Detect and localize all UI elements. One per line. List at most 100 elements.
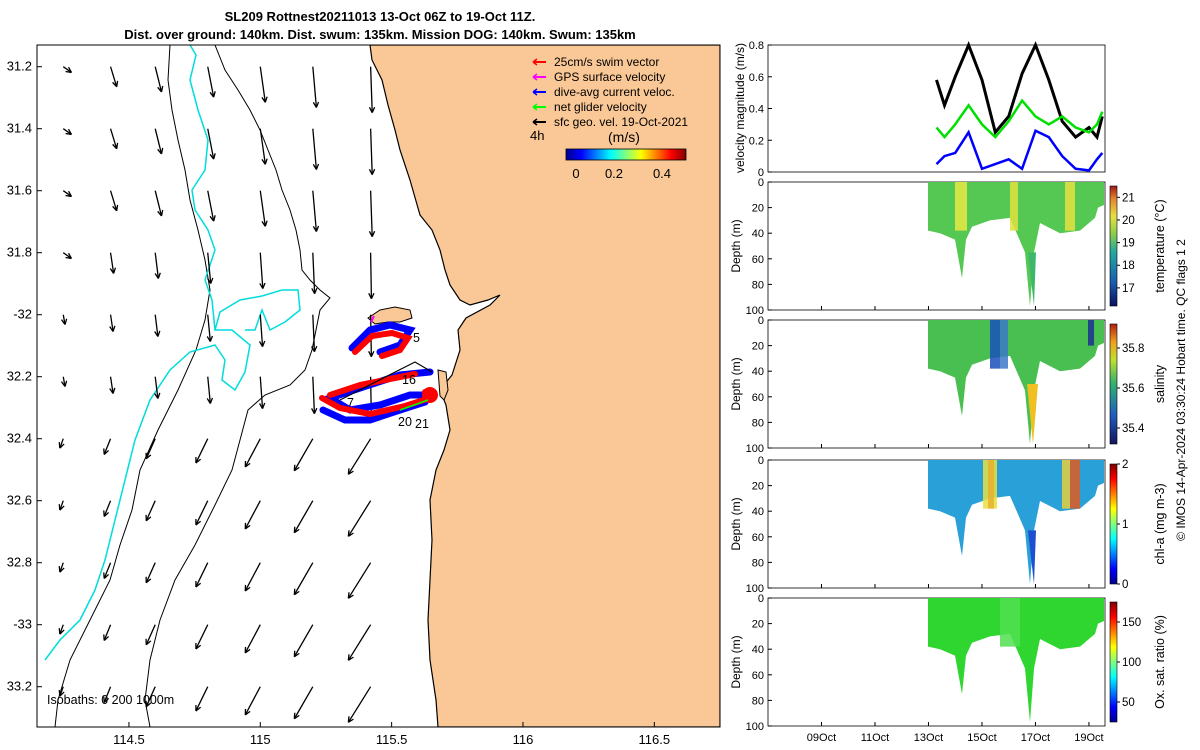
rottnest-island xyxy=(367,306,413,325)
arrow-head xyxy=(195,580,202,588)
surface-velocity-arrow xyxy=(195,562,209,588)
arrow-shaft xyxy=(293,624,314,658)
section-feature-band xyxy=(1062,460,1070,509)
chart-title: SL209 Rottnest20211013 13-Oct 06Z to 19-… xyxy=(224,9,536,24)
arrow-head xyxy=(312,163,320,170)
arrow-shaft xyxy=(109,376,114,394)
surface-velocity-arrow xyxy=(145,500,156,522)
arrow-shaft xyxy=(207,128,215,160)
glider-track xyxy=(319,315,438,424)
arrow-head xyxy=(293,464,300,472)
surface-velocity-arrow xyxy=(154,314,161,337)
section-y-tick-label: 80 xyxy=(752,695,764,707)
arrow-shaft xyxy=(154,66,163,93)
arrow-head xyxy=(112,80,119,88)
surface-velocity-arrow xyxy=(293,500,314,534)
arrow-shaft xyxy=(62,66,72,73)
colorbar-tick-label: 0 xyxy=(572,166,579,181)
arrow-head xyxy=(293,712,300,720)
map-colorbar xyxy=(565,148,687,161)
arrow-shaft xyxy=(369,66,373,113)
arrow-shaft xyxy=(62,376,66,387)
section-y-tick-label: 40 xyxy=(752,506,764,518)
section-y-tick-label: 20 xyxy=(752,619,764,631)
arrow-head xyxy=(195,704,202,712)
arrow-shaft xyxy=(59,500,64,511)
cbar-tick-label: 2 xyxy=(1122,459,1128,471)
arrow-head xyxy=(112,142,119,150)
map-y-tick-label: -33 xyxy=(13,617,32,632)
arrow-head xyxy=(65,252,73,260)
surface-velocity-arrow xyxy=(207,128,216,160)
surface-velocity-arrow xyxy=(62,128,73,136)
map-x-tick-label: 116.5 xyxy=(639,732,671,747)
arrow-head xyxy=(58,566,65,573)
arrow-head xyxy=(244,708,251,716)
arrow-head xyxy=(209,215,216,222)
map-y-tick-label: 32.8 xyxy=(7,555,32,570)
arrow-head xyxy=(259,282,266,289)
arrow-head xyxy=(244,522,251,530)
section-feature-band xyxy=(1000,598,1020,647)
arrow-head xyxy=(347,716,354,723)
arrow-shaft xyxy=(154,314,159,337)
waypoint-label: 20 xyxy=(398,415,412,429)
arrow-shaft xyxy=(154,376,159,399)
arrow-head xyxy=(195,518,202,526)
arrow-shaft xyxy=(109,190,118,211)
arrow-shaft xyxy=(259,66,266,103)
section-y-tick-label: 40 xyxy=(752,644,764,656)
arrow-shaft xyxy=(207,252,212,284)
section-y-tick-label: 100 xyxy=(746,583,764,595)
surface-velocity-arrow xyxy=(145,438,156,460)
arrow-shaft xyxy=(293,438,314,472)
velocity-y-tick-label: 0.4 xyxy=(749,104,764,116)
surface-velocity-arrow xyxy=(311,314,318,352)
surface-velocity-arrow xyxy=(58,686,65,697)
colorbar-tick-label: 0.2 xyxy=(605,166,623,181)
arrow-shaft xyxy=(59,438,64,449)
section-data-region xyxy=(928,320,1104,445)
surface-velocity-arrow xyxy=(312,190,320,232)
arrow-head xyxy=(368,106,376,113)
cbar-tick-label: 100 xyxy=(1122,657,1141,669)
velocity-series-line xyxy=(935,128,1104,172)
arrow-head xyxy=(209,91,216,98)
surface-velocity-arrow xyxy=(244,500,261,530)
section-ylabel: Depth (m) xyxy=(729,497,743,550)
surface-velocity-arrow xyxy=(109,128,119,150)
waypoint-label: 5 xyxy=(413,331,420,345)
arrow-head xyxy=(65,128,73,136)
arrow-head xyxy=(103,510,110,517)
surface-velocity-arrow xyxy=(154,190,164,217)
surface-velocity-arrow xyxy=(206,314,214,342)
isobath-1000m xyxy=(44,45,301,661)
surface-velocity-arrow xyxy=(62,190,73,198)
arrow-shaft xyxy=(312,252,316,294)
section-data-region xyxy=(928,460,1104,585)
map-x-tick-label: 114.5 xyxy=(113,732,145,747)
map-y-tick-label: 32.6 xyxy=(7,493,32,508)
velocity-y-tick-label: 0 xyxy=(758,167,764,179)
map-y-tick-label: 31.8 xyxy=(7,245,32,260)
velocity-ylabel: velocity magnitude (m/s) xyxy=(733,43,747,173)
section-y-tick-label: 60 xyxy=(752,670,764,682)
arrow-head xyxy=(244,646,251,654)
section-y-tick-label: 80 xyxy=(752,417,764,429)
arrow-head xyxy=(103,572,110,579)
arrow-shaft xyxy=(293,686,314,720)
arrow-head xyxy=(195,642,202,650)
arrow-shaft xyxy=(244,624,261,654)
arrow-shaft xyxy=(145,562,156,584)
section-y-tick-label: 100 xyxy=(746,305,764,317)
arrow-head xyxy=(103,448,110,455)
section-panel-2: 0 20 40 60 80 100 Depth (m) 35.8 35.6 35.4 salinit… xyxy=(729,315,1167,455)
arrow-head xyxy=(65,190,73,198)
arrow-shaft xyxy=(369,128,373,175)
arrow-head xyxy=(312,225,320,232)
surface-velocity-arrow xyxy=(259,128,268,165)
surface-velocity-arrow xyxy=(258,376,266,409)
